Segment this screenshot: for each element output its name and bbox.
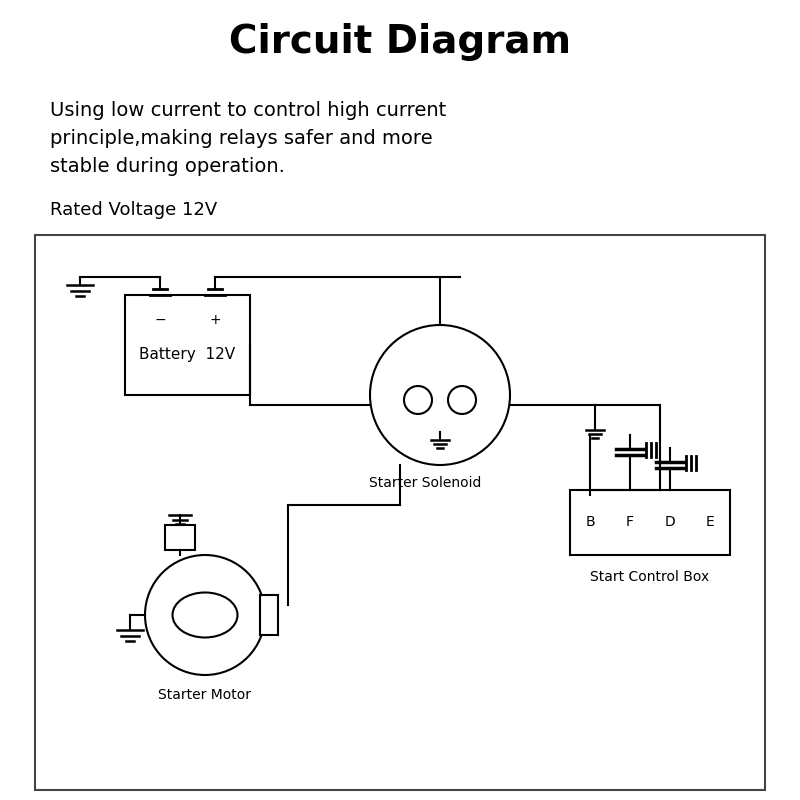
Bar — [570, 490, 730, 555]
Circle shape — [448, 386, 476, 414]
Text: Starter Motor: Starter Motor — [158, 688, 251, 702]
Text: principle,making relays safer and more: principle,making relays safer and more — [50, 129, 433, 147]
Text: Start Control Box: Start Control Box — [590, 570, 710, 584]
Text: Rated Voltage 12V: Rated Voltage 12V — [50, 201, 218, 219]
Text: F: F — [626, 515, 634, 530]
Text: +: + — [209, 313, 221, 327]
Text: D: D — [665, 515, 675, 530]
Bar — [165, 525, 195, 550]
Text: Battery  12V: Battery 12V — [139, 347, 235, 362]
Text: Circuit Diagram: Circuit Diagram — [229, 23, 571, 61]
Text: Starter Solenoid: Starter Solenoid — [369, 476, 481, 490]
Bar — [125, 295, 250, 395]
Text: −: − — [154, 313, 166, 327]
Circle shape — [370, 325, 510, 465]
Bar — [260, 595, 278, 635]
Circle shape — [404, 386, 432, 414]
Text: B: B — [585, 515, 595, 530]
Ellipse shape — [173, 593, 238, 638]
Text: Using low current to control high current: Using low current to control high curren… — [50, 101, 446, 119]
Text: stable during operation.: stable during operation. — [50, 157, 285, 175]
Text: E: E — [706, 515, 714, 530]
Circle shape — [145, 555, 265, 675]
Bar — [35, 235, 765, 790]
